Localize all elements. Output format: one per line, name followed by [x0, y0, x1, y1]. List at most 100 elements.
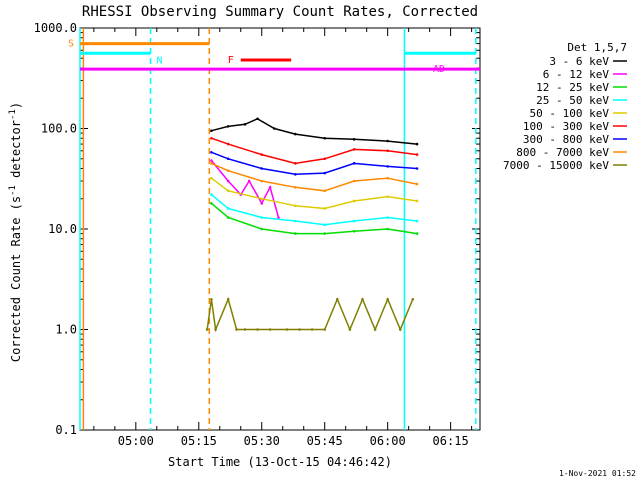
y-tick-label: 1.0 — [55, 323, 77, 337]
data-point — [323, 223, 327, 227]
data-point — [398, 328, 402, 331]
y-axis-title: Corrected Count Rate (s-1 detector-1) — [8, 102, 23, 362]
data-point — [298, 328, 301, 331]
data-point — [210, 150, 213, 154]
data-point — [294, 185, 297, 189]
data-point — [210, 136, 213, 140]
data-point — [210, 159, 213, 162]
data-point — [386, 176, 389, 180]
data-point — [226, 189, 230, 193]
y-tick-label: 100.0 — [41, 122, 77, 136]
data-point — [226, 142, 230, 146]
series-line — [206, 296, 414, 333]
data-point — [323, 157, 327, 161]
data-point — [205, 328, 209, 331]
y-tick-label: 1000.0 — [34, 21, 77, 35]
data-point — [294, 173, 297, 176]
data-point — [210, 162, 213, 165]
data-point — [415, 142, 419, 146]
chart-title: RHESSI Observing Summary Count Rates, Co… — [82, 4, 478, 20]
flag-label: F — [228, 55, 234, 66]
data-point — [226, 297, 230, 301]
data-point — [210, 129, 213, 133]
data-point — [415, 219, 419, 223]
x-tick-label: 05:15 — [181, 434, 217, 448]
data-point — [386, 297, 389, 301]
footer-date: 1-Nov-2021 01:52 — [559, 469, 636, 478]
data-point — [386, 216, 389, 219]
legend-title: Det 1,5,7 — [567, 41, 627, 54]
series-line — [211, 137, 418, 165]
plot-area: 0.1 1.0 10.0 100.0 1000.0 05:00 05:15 05:30 05:4… — [34, 21, 481, 448]
data-point — [323, 171, 327, 175]
data-point — [386, 195, 389, 198]
legend-entry: 25 - 50 keV — [536, 94, 609, 107]
data-point — [260, 197, 264, 201]
x-tick-label: 05:00 — [118, 434, 154, 448]
data-point — [348, 328, 352, 331]
legend-entry: 3 - 6 keV — [549, 55, 609, 68]
data-point — [260, 153, 264, 156]
data-point — [260, 227, 264, 231]
data-point — [415, 232, 419, 235]
series-line — [210, 177, 418, 210]
data-point — [294, 204, 297, 208]
y-tick-label: 0.1 — [55, 423, 77, 437]
legend-entry: 300 - 800 keV — [523, 133, 609, 146]
data-point — [323, 189, 327, 193]
data-point — [226, 125, 230, 128]
x-tick-label: 06:15 — [433, 434, 469, 448]
data-point — [210, 193, 213, 196]
flag-label: AD — [433, 64, 445, 75]
data-point — [352, 199, 356, 203]
data-point — [294, 232, 297, 235]
data-point — [294, 132, 297, 136]
data-point — [235, 328, 238, 331]
data-point — [294, 162, 297, 165]
x-tick-label: 06:00 — [370, 434, 406, 448]
data-point — [226, 179, 230, 183]
flag-label: S — [68, 39, 74, 50]
x-axis-title: Start Time (13-Oct-15 04:46:42) — [168, 455, 392, 469]
plot-frame — [79, 27, 481, 431]
data-point — [268, 185, 272, 189]
legend-entry: 12 - 25 keV — [536, 81, 609, 94]
data-point — [247, 179, 251, 183]
data-point — [210, 202, 213, 205]
data-point — [352, 229, 356, 233]
data-point — [415, 199, 419, 203]
data-point — [243, 328, 247, 331]
data-point — [323, 207, 327, 210]
data-point — [260, 202, 264, 205]
data-point — [386, 165, 389, 168]
x-tick-label: 05:45 — [307, 434, 343, 448]
legend-entry: 7000 - 15000 keV — [503, 159, 609, 172]
data-point — [323, 232, 327, 235]
data-point — [352, 162, 356, 165]
data-point — [226, 169, 230, 173]
legend-entry: 100 - 300 keV — [523, 120, 609, 133]
data-point — [386, 227, 389, 231]
legend-entry: 6 - 12 keV — [543, 68, 610, 81]
data-point — [210, 176, 213, 180]
x-tick-label: 05:30 — [244, 434, 280, 448]
data-point — [352, 219, 356, 223]
data-point — [386, 149, 389, 153]
data-point — [243, 123, 247, 126]
data-point — [277, 216, 280, 219]
data-point — [226, 216, 230, 219]
data-point — [260, 216, 264, 219]
data-point — [352, 138, 356, 141]
series-line — [210, 194, 418, 226]
data-point — [310, 328, 314, 331]
data-point — [386, 139, 389, 143]
y-tick-label: 10.0 — [48, 222, 77, 236]
data-point — [260, 179, 264, 183]
data-point — [260, 167, 264, 170]
data-point — [214, 328, 217, 331]
data-point — [323, 136, 327, 140]
series-line — [211, 151, 418, 176]
series-line — [211, 117, 418, 145]
series-line — [211, 162, 418, 192]
data-point — [411, 297, 415, 301]
